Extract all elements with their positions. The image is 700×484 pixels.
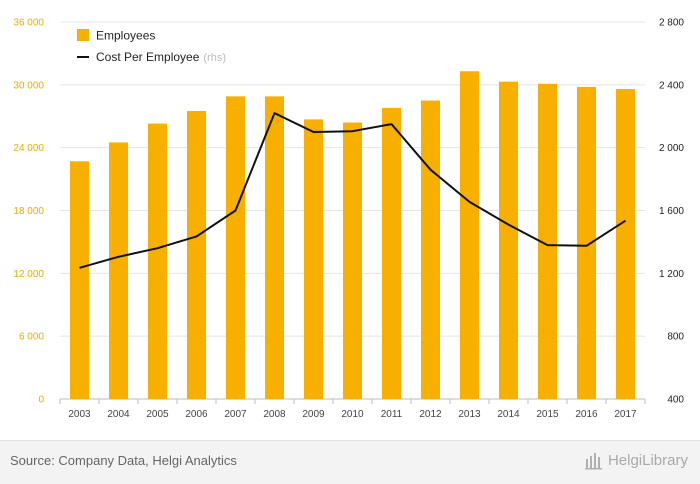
bar-employees <box>577 86 596 399</box>
y-right-tick-label: 2 400 <box>659 80 684 91</box>
bar-employees <box>304 119 323 400</box>
bar-employees <box>109 142 128 400</box>
bar-employees <box>187 111 206 399</box>
x-tick-label: 2016 <box>575 409 598 420</box>
footer: Source: Company Data, Helgi Analytics He… <box>0 440 700 484</box>
x-tick-label: 2010 <box>341 409 364 420</box>
bar-employees <box>616 89 635 400</box>
y-left-tick-label: 30 000 <box>13 80 44 91</box>
legend-label-employees: Employees <box>96 29 155 43</box>
x-tick-label: 2015 <box>536 409 559 420</box>
x-tick-label: 2012 <box>419 409 442 420</box>
y-left-tick-label: 6 000 <box>19 332 44 343</box>
legend-swatch-employees <box>77 29 89 41</box>
line-cost-per-employee <box>79 112 627 269</box>
x-tick-label: 2005 <box>146 409 169 420</box>
bar-employees <box>265 96 284 399</box>
bar-employees <box>499 81 518 400</box>
y-left-tick-label: 12 000 <box>13 269 44 280</box>
helgi-library-logo-icon <box>584 453 602 470</box>
bar-employees <box>226 96 245 399</box>
y-left-tick-label: 24 000 <box>13 143 44 154</box>
combo-chart: 0 6 000 12 000 18 000 24 000 30 000 36 000 400 8… <box>13 18 684 421</box>
bar-employees <box>382 107 401 399</box>
y-right-tick-label: 1 200 <box>659 269 684 280</box>
y-right-tick-label: 800 <box>667 332 684 343</box>
x-tick-label: 2009 <box>302 409 325 420</box>
legend-label-cost: Cost Per Employee <box>96 50 200 64</box>
x-tick-label: 2011 <box>381 409 403 420</box>
brand[interactable]: HelgiLibrary <box>584 450 688 470</box>
bar-employees <box>421 100 440 400</box>
y-left-tick-label: 36 000 <box>13 18 44 29</box>
x-tick-label: 2003 <box>68 409 91 420</box>
y-right-tick-label: 2 800 <box>659 18 684 29</box>
source-text: Source: Company Data, Helgi Analytics <box>10 453 237 468</box>
x-tick-label: 2013 <box>458 409 481 420</box>
bar-employees <box>460 71 479 399</box>
bar-employees <box>343 122 362 400</box>
x-tick-label: 2017 <box>614 409 637 420</box>
x-tick-label: 2007 <box>224 409 247 420</box>
x-tick-label: 2004 <box>107 409 130 420</box>
bar-employees <box>538 83 557 400</box>
brand-name: HelgiLibrary <box>607 451 688 469</box>
y-right-tick-label: 2 000 <box>659 143 684 154</box>
bar-employees <box>70 161 89 399</box>
y-left-tick-label: 18 000 <box>13 206 44 217</box>
y-right-tick-label: 1 600 <box>659 206 684 217</box>
x-tick-label: 2014 <box>497 409 520 420</box>
x-tick-label: 2008 <box>263 409 286 420</box>
bar-employees <box>148 123 167 399</box>
legend-note-rhs: (rhs) <box>203 52 226 64</box>
x-tick-label: 2006 <box>185 409 208 420</box>
chart-area: 0 6 000 12 000 18 000 24 000 30 000 36 000 400 8… <box>13 18 684 421</box>
y-left-tick-label: 0 <box>38 395 44 406</box>
y-right-tick-label: 400 <box>667 395 684 406</box>
